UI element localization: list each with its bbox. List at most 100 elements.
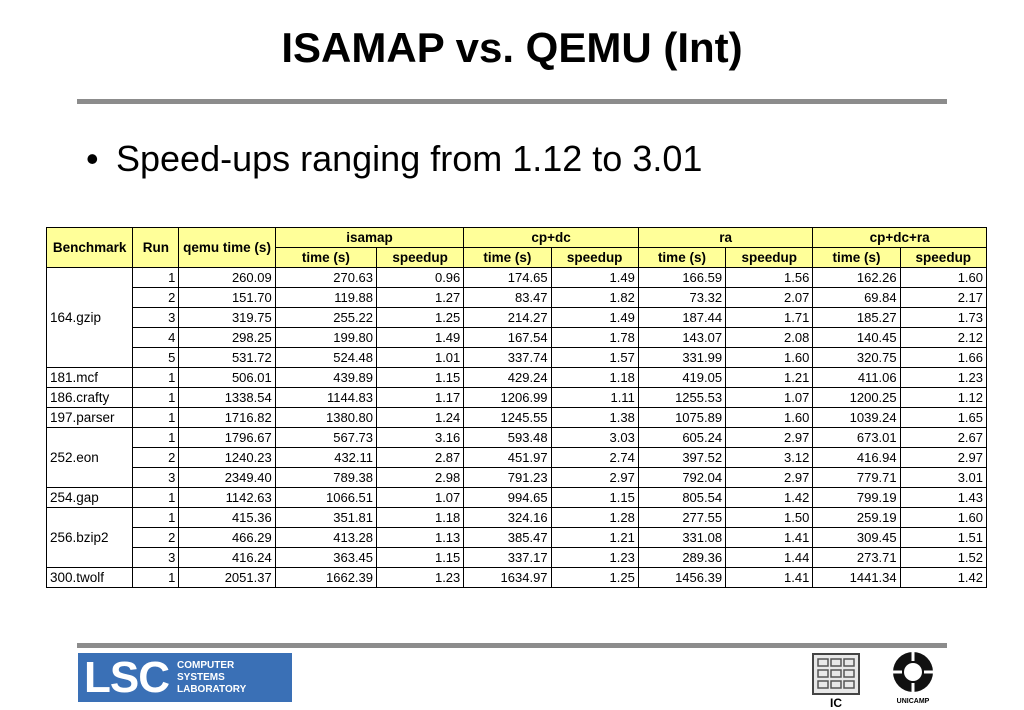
speedup-cell: 1.82 (550, 287, 639, 308)
qemu-time-cell: 466.29 (178, 527, 276, 548)
speedup-cell: 1.49 (550, 307, 639, 328)
time-cell: 289.36 (637, 547, 727, 568)
time-cell: 605.24 (637, 427, 727, 448)
speedup-cell: 2.87 (376, 447, 465, 468)
qemu-time-cell: 151.70 (178, 287, 276, 308)
time-cell: 1255.53 (637, 387, 727, 408)
speedup-cell: 1.23 (550, 547, 639, 568)
speedup-cell: 1.66 (899, 347, 988, 368)
speedup-cell: 1.07 (376, 487, 465, 508)
speedup-cell: 1.07 (725, 387, 814, 408)
time-cell: 524.48 (274, 347, 378, 368)
speedup-cell: 2.08 (725, 327, 814, 348)
time-cell: 309.45 (812, 527, 901, 548)
table-row: 3 416.24 363.45 1.15 337.17 1.23 289.36 1.44 273… (47, 547, 988, 568)
speedup-cell: 1.15 (550, 487, 639, 508)
time-cell: 337.17 (463, 547, 552, 568)
speedup-cell: 1.60 (899, 267, 988, 288)
time-cell: 593.48 (463, 427, 552, 448)
qemu-time-cell: 416.24 (178, 547, 276, 568)
time-cell: 363.45 (274, 547, 378, 568)
time-cell: 73.32 (637, 287, 727, 308)
speedup-cell: 2.17 (899, 287, 988, 308)
speedup-cell: 1.50 (725, 507, 814, 528)
subheader-speedup: speedup (725, 247, 814, 268)
time-cell: 167.54 (463, 327, 552, 348)
time-cell: 1441.34 (812, 567, 901, 588)
time-cell: 1200.25 (812, 387, 901, 408)
speedup-cell: 1.42 (899, 567, 988, 588)
table-row: 2 1240.23 432.11 2.87 451.97 2.74 397.52 3.12 41… (47, 447, 988, 468)
time-cell: 143.07 (637, 327, 727, 348)
speedup-cell: 3.01 (899, 467, 988, 488)
run-cell: 5 (132, 347, 180, 368)
time-cell: 429.24 (463, 367, 552, 388)
qemu-time-cell: 1716.82 (178, 407, 276, 428)
table-row: 5 531.72 524.48 1.01 337.74 1.57 331.99 1.60 320… (47, 347, 988, 368)
table-row: 186.crafty 1 1338.54 1144.83 1.17 1206.99 1.11… (45, 387, 988, 408)
run-cell: 1 (132, 267, 180, 288)
ic-logo-label: IC (830, 696, 842, 710)
time-cell: 1456.39 (637, 567, 727, 588)
time-cell: 140.45 (812, 327, 901, 348)
table-row: 3 2349.40 789.38 2.98 791.23 2.97 792.04 2.97 77… (47, 467, 988, 488)
speedup-cell: 1.13 (376, 527, 465, 548)
time-cell: 413.28 (274, 527, 378, 548)
run-cell: 1 (132, 367, 180, 388)
speedup-cell: 1.21 (725, 367, 814, 388)
ic-logo: IC (812, 653, 860, 710)
table-row: 4 298.25 199.80 1.49 167.54 1.78 143.07 2.08 140… (47, 327, 988, 348)
time-cell: 1380.80 (274, 407, 378, 428)
time-cell: 259.19 (812, 507, 901, 528)
speedup-cell: 1.51 (899, 527, 988, 548)
speedup-cell: 1.60 (899, 507, 988, 528)
speedup-cell: 1.65 (899, 407, 988, 428)
speedup-cell: 1.23 (376, 567, 465, 588)
table-row: 3 319.75 255.22 1.25 214.27 1.49 187.44 1.71 185… (47, 307, 988, 328)
speedup-cell: 2.97 (725, 467, 814, 488)
run-cell: 3 (132, 547, 180, 568)
run-cell: 2 (132, 287, 180, 308)
header-group-isamap: isamap (274, 227, 465, 248)
speedup-cell: 1.52 (899, 547, 988, 568)
speedup-cell: 2.97 (725, 427, 814, 448)
run-cell: 1 (132, 507, 180, 528)
speedup-cell: 2.97 (899, 447, 988, 468)
speedup-cell: 1.41 (725, 567, 814, 588)
speedup-cell: 1.78 (550, 327, 639, 348)
header-group-ra: ra (637, 227, 814, 248)
header-qemu-time: qemu time (s) (178, 227, 276, 268)
speedup-cell: 3.16 (376, 427, 465, 448)
table-row: 300.twolf 1 2051.37 1662.39 1.23 1634.97 1.25 1… (45, 567, 988, 588)
speedup-cell: 3.03 (550, 427, 639, 448)
time-cell: 270.63 (274, 267, 378, 288)
header-benchmark: Benchmark (45, 227, 134, 268)
time-cell: 185.27 (812, 307, 901, 328)
time-cell: 567.73 (274, 427, 378, 448)
time-cell: 1075.89 (637, 407, 727, 428)
run-cell: 4 (132, 327, 180, 348)
qemu-time-cell: 298.25 (178, 327, 276, 348)
time-cell: 337.74 (463, 347, 552, 368)
table-row: 181.mcf 1 506.01 439.89 1.15 429.24 1.18 419.05… (45, 367, 988, 388)
speedup-cell: 1.23 (899, 367, 988, 388)
benchmark-cell: 186.crafty (45, 387, 134, 408)
run-cell: 2 (132, 447, 180, 468)
speedup-cell: 2.98 (376, 467, 465, 488)
speedup-cell: 1.38 (550, 407, 639, 428)
bullet-text: Speed-ups ranging from 1.12 to 3.01 (116, 138, 703, 179)
time-cell: 83.47 (463, 287, 552, 308)
qemu-time-cell: 2349.40 (178, 467, 276, 488)
time-cell: 1066.51 (274, 487, 378, 508)
lsc-logo: LSC COMPUTER SYSTEMS LABORATORY (78, 653, 292, 702)
time-cell: 273.71 (812, 547, 901, 568)
speedup-cell: 1.71 (725, 307, 814, 328)
time-cell: 174.65 (463, 267, 552, 288)
time-cell: 331.08 (637, 527, 727, 548)
header-group-cp-dc-ra: cp+dc+ra (812, 227, 987, 248)
header-group-cp-dc: cp+dc (463, 227, 639, 248)
qemu-time-cell: 1142.63 (178, 487, 276, 508)
benchmark-cell: 164.gzip (45, 267, 134, 368)
speedup-cell: 1.21 (550, 527, 639, 548)
time-cell: 385.47 (463, 527, 552, 548)
